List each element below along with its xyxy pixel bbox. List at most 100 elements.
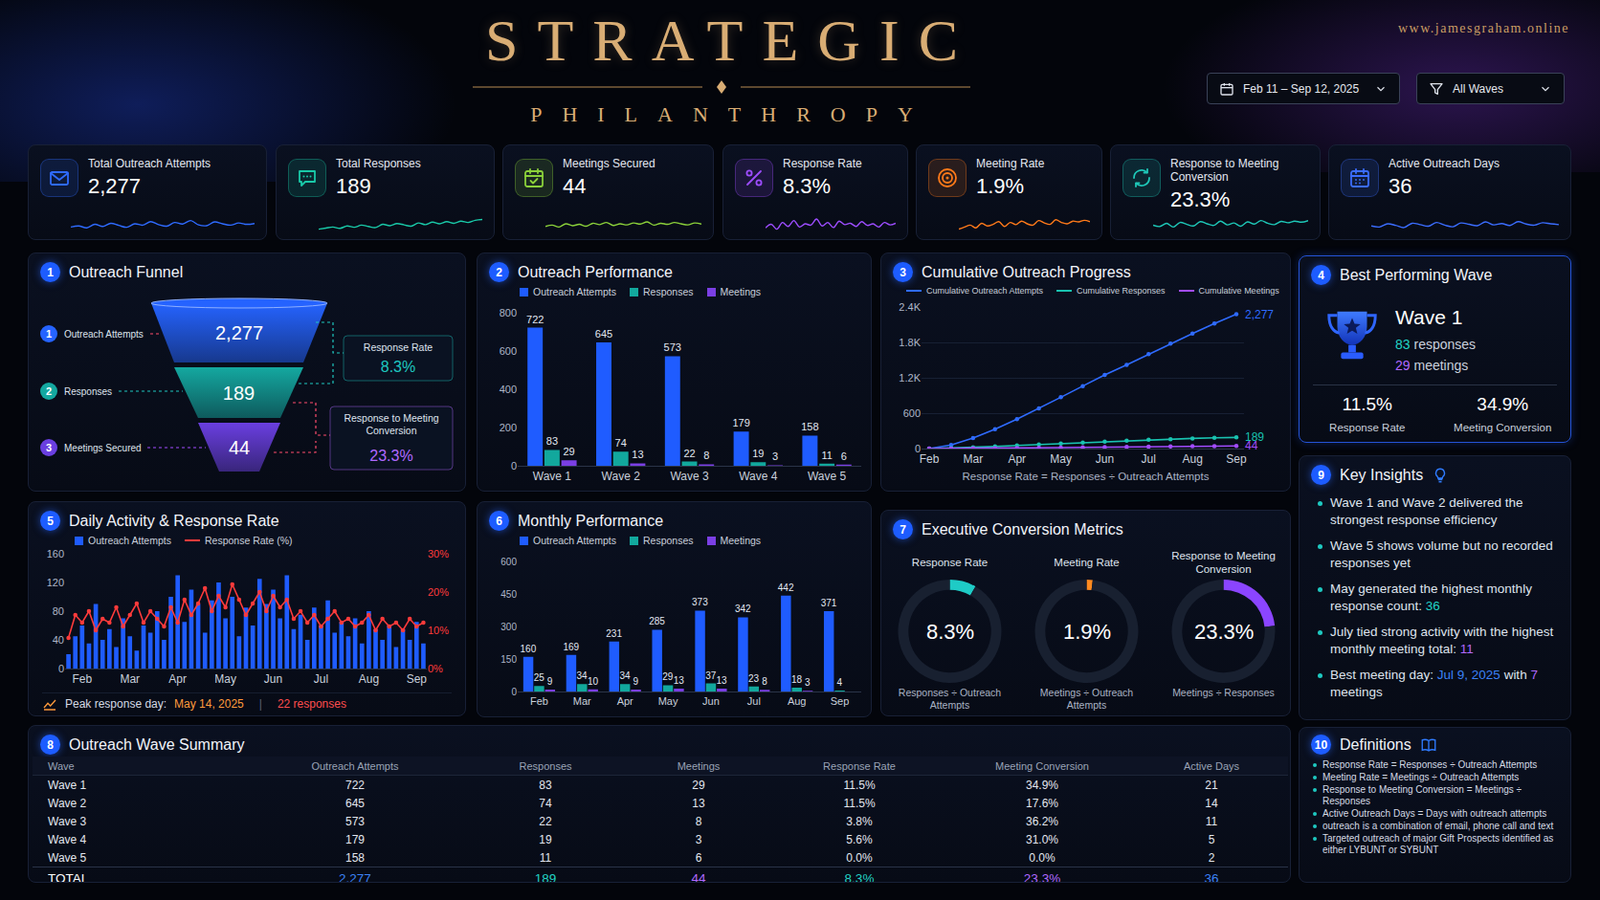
svg-text:Apr: Apr: [168, 672, 187, 687]
svg-text:231: 231: [605, 628, 623, 640]
svg-text:Mar: Mar: [119, 672, 140, 687]
svg-text:600: 600: [500, 556, 517, 568]
svg-text:600: 600: [499, 345, 517, 357]
svg-text:May: May: [658, 695, 679, 708]
svg-text:169: 169: [562, 642, 579, 653]
svg-text:10: 10: [587, 676, 600, 688]
svg-text:Wave 4: Wave 4: [738, 469, 778, 484]
svg-text:Responses: Responses: [64, 386, 112, 398]
svg-text:May: May: [1049, 452, 1072, 467]
svg-text:44: 44: [228, 437, 250, 459]
svg-text:Wave 1: Wave 1: [533, 469, 573, 484]
svg-text:158: 158: [800, 421, 819, 433]
svg-text:20%: 20%: [427, 586, 449, 599]
svg-text:1.2K: 1.2K: [898, 372, 921, 384]
svg-text:34: 34: [619, 670, 631, 682]
svg-text:Outreach Attempts: Outreach Attempts: [64, 329, 144, 340]
svg-text:8.3%: 8.3%: [926, 620, 975, 645]
svg-text:150: 150: [500, 654, 517, 666]
svg-text:80: 80: [52, 605, 65, 618]
svg-text:Wave 5: Wave 5: [807, 469, 847, 484]
svg-text:Jul: Jul: [313, 672, 329, 687]
svg-text:18: 18: [791, 674, 803, 686]
svg-text:29: 29: [662, 671, 674, 683]
svg-text:Aug: Aug: [358, 672, 379, 687]
svg-text:4: 4: [837, 677, 844, 689]
svg-text:Wave 3: Wave 3: [669, 469, 710, 484]
svg-text:Feb: Feb: [71, 672, 92, 687]
svg-text:37: 37: [705, 670, 717, 682]
svg-text:2.4K: 2.4K: [898, 301, 921, 313]
svg-text:285: 285: [648, 616, 666, 627]
svg-text:373: 373: [691, 597, 709, 608]
svg-text:2,277: 2,277: [215, 322, 264, 344]
svg-text:44: 44: [1244, 439, 1259, 453]
svg-text:8: 8: [703, 449, 710, 462]
svg-text:83: 83: [546, 435, 558, 447]
svg-text:120: 120: [46, 577, 65, 589]
svg-text:300: 300: [500, 622, 517, 633]
svg-text:3: 3: [772, 450, 778, 463]
svg-text:189: 189: [222, 382, 255, 404]
svg-text:Apr: Apr: [1007, 452, 1026, 467]
svg-text:22: 22: [683, 447, 695, 460]
svg-text:0: 0: [914, 443, 921, 455]
svg-text:2,277: 2,277: [1244, 308, 1274, 322]
svg-text:179: 179: [732, 417, 750, 429]
svg-text:Apr: Apr: [617, 695, 634, 708]
svg-text:13: 13: [673, 675, 686, 687]
svg-text:29: 29: [562, 445, 575, 458]
svg-text:0: 0: [511, 687, 517, 698]
svg-text:573: 573: [664, 341, 682, 354]
svg-text:0: 0: [511, 460, 517, 472]
svg-text:450: 450: [500, 589, 517, 600]
svg-text:23.3%: 23.3%: [369, 447, 413, 465]
svg-text:189: 189: [1244, 430, 1265, 445]
svg-text:23: 23: [748, 673, 760, 685]
svg-text:30%: 30%: [427, 548, 449, 560]
svg-text:160: 160: [520, 644, 537, 655]
svg-text:Jul: Jul: [747, 695, 761, 708]
svg-text:Wave 2: Wave 2: [601, 469, 642, 484]
svg-text:Sep: Sep: [406, 672, 428, 687]
svg-text:10%: 10%: [427, 624, 449, 637]
svg-text:Aug: Aug: [1181, 452, 1202, 467]
svg-text:200: 200: [499, 422, 517, 434]
svg-text:Response Rate: Response Rate: [363, 341, 434, 354]
svg-text:342: 342: [734, 603, 752, 615]
svg-text:371: 371: [821, 598, 838, 609]
svg-text:13: 13: [631, 448, 644, 461]
svg-text:3: 3: [804, 677, 811, 689]
svg-text:Jun: Jun: [264, 672, 283, 687]
svg-text:Sep: Sep: [830, 695, 850, 708]
svg-text:Mar: Mar: [963, 452, 984, 467]
svg-text:1.9%: 1.9%: [1063, 620, 1112, 645]
svg-text:6: 6: [841, 450, 847, 463]
svg-text:Conversion: Conversion: [365, 424, 417, 437]
svg-text:160: 160: [46, 548, 65, 560]
svg-text:0: 0: [58, 663, 65, 675]
svg-text:1.8K: 1.8K: [898, 336, 921, 349]
svg-text:1: 1: [45, 328, 52, 340]
svg-text:600: 600: [903, 407, 921, 420]
svg-text:442: 442: [777, 582, 795, 594]
svg-text:25: 25: [533, 672, 546, 684]
svg-text:Response to Meeting: Response to Meeting: [343, 412, 439, 424]
svg-text:Feb: Feb: [530, 695, 549, 708]
svg-text:Aug: Aug: [787, 695, 807, 708]
svg-text:3: 3: [45, 442, 52, 454]
svg-text:2: 2: [45, 385, 52, 398]
svg-text:Meetings Secured: Meetings Secured: [64, 443, 142, 454]
svg-text:23.3%: 23.3%: [1194, 620, 1254, 645]
svg-text:40: 40: [52, 634, 65, 646]
svg-text:Mar: Mar: [573, 695, 592, 708]
svg-text:Jun: Jun: [1095, 452, 1114, 467]
svg-text:722: 722: [526, 313, 544, 326]
svg-text:34: 34: [577, 670, 589, 682]
svg-text:400: 400: [499, 383, 517, 396]
svg-text:Feb: Feb: [919, 452, 940, 467]
svg-text:0%: 0%: [427, 663, 444, 675]
svg-text:800: 800: [499, 307, 517, 319]
svg-text:Jul: Jul: [1141, 452, 1156, 467]
svg-text:8.3%: 8.3%: [380, 358, 416, 376]
